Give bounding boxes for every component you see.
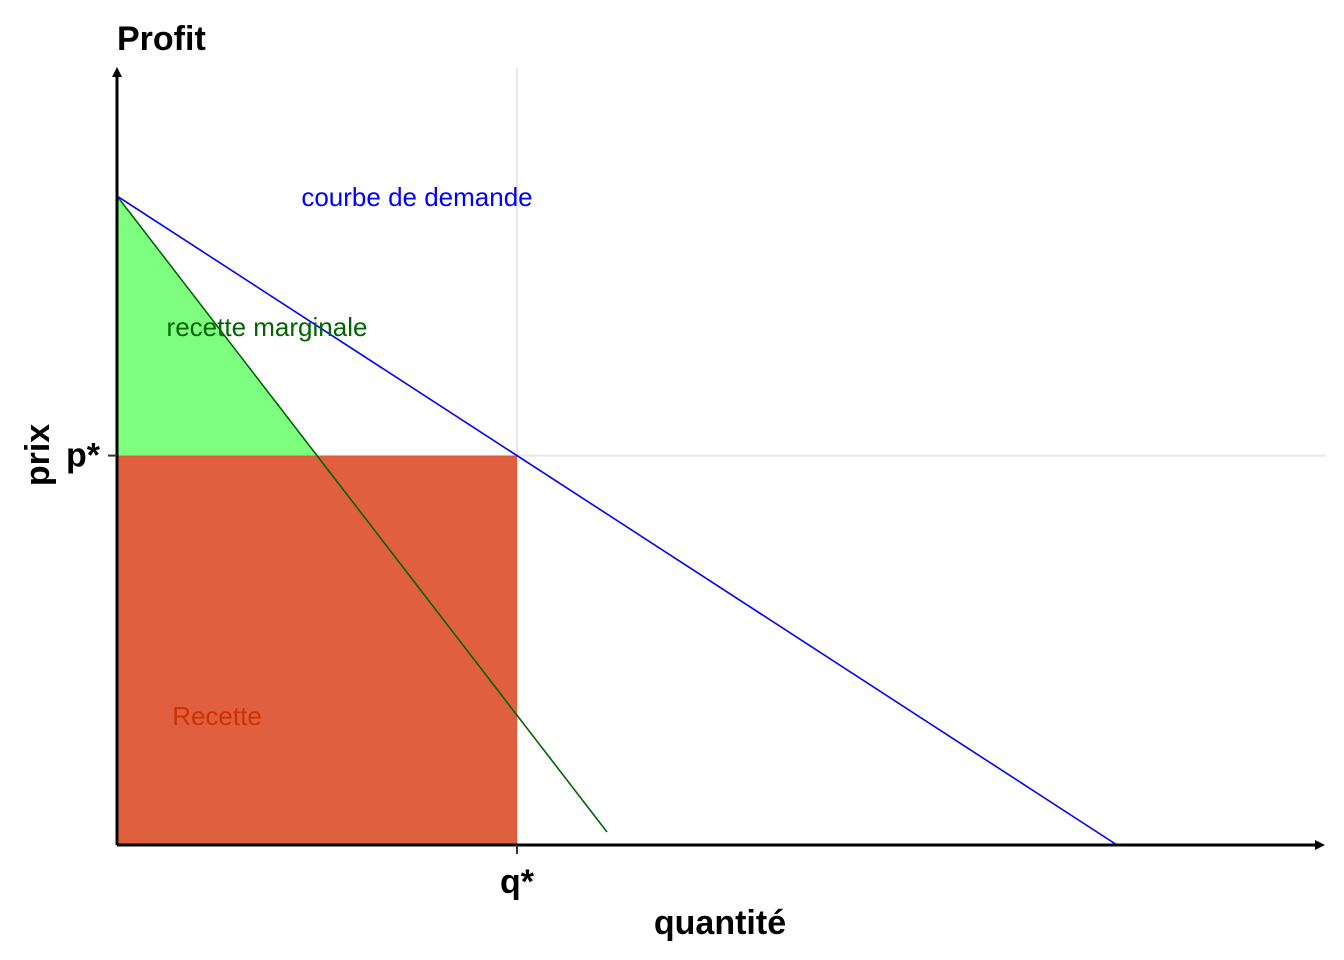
mr-label: recette marginale	[167, 312, 368, 342]
y-tick-label: p*	[66, 437, 101, 475]
demand-label: courbe de demande	[301, 182, 532, 212]
curves	[116, 195, 1118, 846]
recette-label: Recette	[172, 701, 262, 731]
y-axis-label: prix	[19, 424, 57, 486]
annotations: courbe de demande recette marginale Recett…	[167, 182, 533, 731]
x-tick-label: q*	[500, 863, 535, 901]
x-axis-label: quantité	[654, 904, 786, 942]
chart-title: Profit	[117, 20, 206, 58]
shaded-areas	[117, 196, 517, 845]
demand-line	[116, 195, 1118, 846]
red-area	[117, 455, 517, 845]
axis-ticks: q* p*	[66, 437, 535, 901]
marginal-revenue-line	[116, 195, 608, 833]
